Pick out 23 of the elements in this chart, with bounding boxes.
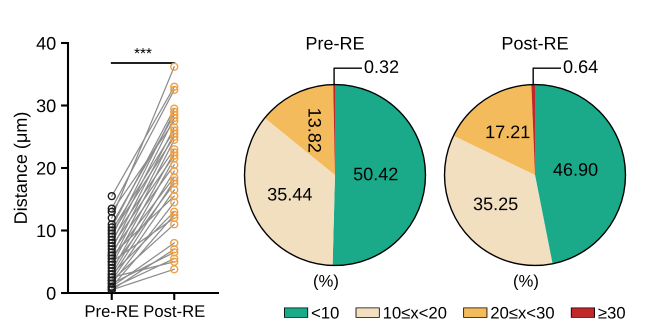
legend-label: 20≤x<30 [491, 306, 554, 319]
annotation: *** [134, 48, 152, 54]
y-tick-label: 20 [37, 162, 56, 175]
chart-title: Post-RE [502, 37, 568, 50]
chart-title: Pre-RE [306, 37, 364, 50]
data-label: 0.64 [564, 60, 598, 74]
legend-label: <10 [312, 306, 339, 319]
y-tick-label: 30 [36, 99, 56, 112]
y-axis-title: Distance (μm) [14, 112, 31, 223]
data-label: 0.32 [364, 60, 398, 74]
text: (%) [514, 274, 538, 290]
data-label: 50.42 [354, 168, 398, 180]
y-tick-label: 0 [46, 286, 56, 300]
data-label: 46.90 [553, 163, 598, 176]
y-tick-label: 10 [37, 224, 56, 238]
data-label: 17.21 [486, 125, 530, 138]
y-tick-label: 40 [36, 36, 56, 50]
legend-label: ≥30 [598, 306, 625, 319]
legend-label: 10≤x<20 [384, 306, 446, 319]
data-label: 13.82 [308, 109, 322, 152]
text: (%) [314, 274, 338, 290]
data-label: 35.44 [268, 188, 312, 201]
data-label: 35.25 [474, 198, 518, 210]
